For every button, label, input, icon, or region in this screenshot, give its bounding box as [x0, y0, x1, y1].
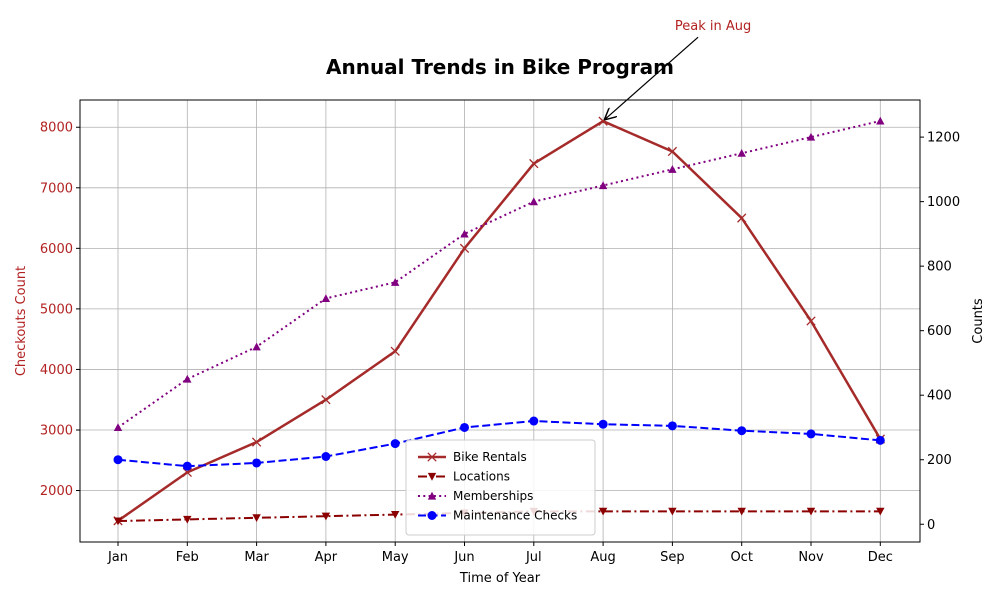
memberships-point	[876, 116, 885, 125]
left-y-tick-label: 4000	[40, 363, 73, 378]
left-y-tick-label: 6000	[40, 242, 73, 257]
legend-box	[405, 439, 596, 536]
locations-point	[391, 511, 400, 519]
x-tick-label: Jul	[525, 550, 542, 565]
x-tick-label: Mar	[244, 550, 269, 565]
right-y-tick-label: 200	[927, 453, 952, 468]
x-tick-label: Apr	[315, 550, 338, 565]
legend-label-locations: Locations	[453, 470, 510, 484]
x-tick-label: Jan	[107, 550, 128, 565]
left-y-axis-ticks: 2000 3000 4000 5000 6000 7000 8000	[40, 121, 80, 499]
x-tick-label: May	[382, 550, 409, 565]
series-memberships	[113, 116, 885, 432]
right-y-tick-label: 400	[927, 389, 952, 404]
right-y-axis-label: Counts	[971, 298, 986, 344]
legend-label-bike-rentals: Bike Rentals	[453, 450, 527, 464]
bike-rentals-point	[667, 146, 678, 157]
maintenance-checks-point	[390, 439, 400, 449]
x-tick-label: Jun	[453, 550, 474, 565]
left-y-tick-label: 5000	[40, 302, 73, 317]
locations-point	[806, 507, 816, 516]
series-maintenance-checks	[113, 416, 885, 471]
memberships-point	[183, 374, 192, 383]
locations-point	[737, 507, 746, 516]
legend-label-maintenance-checks: Maintenance Checks	[453, 509, 577, 523]
legend-memberships-point	[427, 491, 437, 500]
maintenance-checks-point	[806, 429, 816, 439]
maintenance-checks-point	[252, 458, 262, 468]
series-line-bike-rentals	[117, 119, 882, 522]
series-line-memberships	[117, 119, 881, 429]
memberships-point	[668, 165, 677, 173]
memberships-point	[113, 423, 123, 432]
right-y-tick-label: 600	[927, 324, 952, 339]
locations-point	[598, 507, 608, 516]
maintenance-checks-point	[598, 419, 608, 429]
plot-frame	[79, 99, 921, 543]
memberships-point	[806, 132, 816, 141]
x-axis-label: Time of Year	[459, 571, 541, 586]
locations-point	[668, 507, 677, 516]
annotation-text: Peak in Aug	[675, 19, 751, 34]
bike-rentals-point	[251, 437, 262, 447]
chart-title: Annual Trends in Bike Program	[326, 55, 674, 79]
bike-rentals-point	[737, 213, 747, 223]
bike-rentals-point	[390, 346, 400, 356]
locations-point	[183, 515, 192, 524]
maintenance-checks-point	[113, 455, 123, 465]
memberships-point	[598, 181, 608, 190]
x-axis-ticks: Jan Feb Mar Apr May Jun Jul Aug Sep Oct Nov Dec	[107, 542, 893, 565]
memberships-point	[529, 197, 538, 206]
locations-point	[252, 514, 261, 523]
x-tick-label: Aug	[590, 550, 615, 565]
series-line-maintenance-checks	[117, 420, 881, 468]
maintenance-checks-point	[529, 416, 539, 426]
memberships-point	[460, 229, 469, 238]
maintenance-checks-point	[737, 426, 747, 436]
bike-rentals-point	[459, 243, 470, 254]
x-tick-label: Dec	[868, 550, 893, 565]
locations-point	[113, 517, 123, 526]
left-y-tick-label: 3000	[40, 423, 73, 438]
memberships-point	[737, 149, 746, 157]
maintenance-checks-point	[875, 435, 885, 445]
series-group	[113, 116, 885, 526]
legend-locations-point	[427, 472, 437, 481]
memberships-point	[391, 278, 400, 286]
left-y-tick-label: 2000	[40, 484, 73, 499]
legend-label-memberships: Memberships	[453, 489, 533, 503]
left-y-axis-label: Checkouts Count	[14, 266, 29, 376]
annotation-arrow	[605, 36, 699, 119]
left-y-tick-label: 8000	[40, 121, 73, 136]
legend-maintenance-checks-point	[427, 511, 437, 520]
bike-rentals-point	[806, 316, 816, 326]
maintenance-checks-point	[667, 421, 677, 431]
memberships-point	[252, 342, 261, 351]
maintenance-checks-point	[460, 422, 469, 432]
x-tick-label: Sep	[660, 550, 685, 565]
locations-point	[321, 512, 331, 521]
right-y-axis-ticks: 0 200 400 600 800 1000 1200	[920, 131, 960, 533]
legend: Bike Rentals Locations Memberships Maintena…	[405, 439, 596, 536]
right-y-tick-label: 1200	[927, 131, 960, 146]
right-y-tick-label: 0	[927, 518, 935, 533]
maintenance-checks-point	[321, 452, 331, 462]
peak-annotation: Peak in Aug	[605, 19, 751, 119]
x-tick-label: Oct	[730, 550, 752, 565]
x-tick-label: Nov	[798, 550, 824, 565]
x-tick-label: Feb	[176, 550, 199, 565]
legend-bike-rentals-point	[427, 452, 437, 462]
memberships-point	[321, 294, 331, 302]
left-y-tick-label: 7000	[40, 181, 73, 196]
right-y-tick-label: 1000	[927, 195, 960, 210]
locations-point	[876, 507, 885, 516]
maintenance-checks-point	[182, 461, 192, 471]
bike-rentals-point	[321, 395, 331, 405]
right-y-tick-label: 800	[927, 260, 952, 275]
bike-rentals-point	[529, 158, 539, 169]
